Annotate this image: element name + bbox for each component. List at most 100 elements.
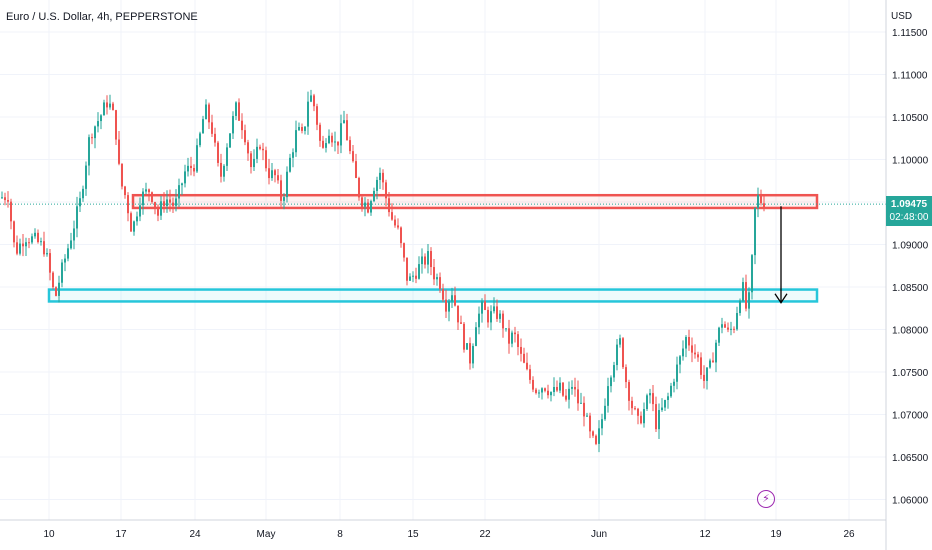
candle-body [445, 299, 447, 312]
candle-body [544, 388, 546, 391]
candle-body [280, 180, 282, 201]
candle-body [511, 332, 513, 344]
candle-body [625, 367, 627, 383]
candle-body [1, 197, 3, 199]
candle-body [694, 352, 696, 355]
candle-body [118, 139, 120, 164]
candle-body [412, 275, 414, 277]
candle-body [217, 142, 219, 163]
candle-body [61, 262, 63, 283]
candle-body [535, 389, 537, 393]
candle-body [532, 379, 534, 390]
candle-body [424, 256, 426, 265]
candle-body [475, 327, 477, 346]
candle-body [76, 206, 78, 229]
candle-body [427, 251, 429, 265]
candle-body [355, 161, 357, 178]
candle-body [664, 399, 666, 408]
candle-body [442, 288, 444, 300]
candle-body [43, 241, 45, 255]
candle-body [328, 135, 330, 144]
candle-body [247, 142, 249, 154]
candle-body [508, 328, 510, 344]
candle-body [655, 404, 657, 430]
candle-body [487, 309, 489, 323]
candle-body [100, 115, 102, 122]
x-tick-label: 15 [407, 529, 419, 540]
candle-body [232, 115, 234, 134]
candle-body [190, 165, 192, 169]
candle-body [160, 201, 162, 216]
y-tick-label: 1.07500 [892, 368, 929, 379]
candle-body [79, 198, 81, 207]
candle-body [103, 102, 105, 116]
candle-body [583, 402, 585, 417]
candle-body [91, 137, 93, 139]
candle-body [574, 386, 576, 390]
candle-body [298, 127, 300, 131]
candle-body [415, 275, 417, 279]
candle-body [724, 324, 726, 328]
candle-body [484, 301, 486, 310]
candle-body [493, 306, 495, 312]
candle-body [361, 197, 363, 207]
candle-body [244, 130, 246, 143]
candle-body [403, 243, 405, 258]
candle-body [97, 121, 99, 127]
candle-body [439, 277, 441, 289]
candle-body [178, 185, 180, 199]
x-tick-label: 19 [770, 529, 782, 540]
candle-body [727, 327, 729, 330]
candle-body [712, 360, 714, 363]
candle-body [70, 240, 72, 249]
candle-body [706, 367, 708, 381]
candle-body [115, 110, 117, 140]
symbol-title[interactable]: Euro / U.S. Dollar, 4h, PEPPERSTONE [6, 11, 198, 23]
last-price: 1.09475 [890, 199, 928, 211]
candle-body [343, 120, 345, 124]
candle-body [688, 336, 690, 346]
candle-body [175, 198, 177, 206]
candle-body [604, 405, 606, 420]
candle-body [691, 345, 693, 353]
candle-body [466, 343, 468, 350]
candle-body [514, 332, 516, 335]
candle-body [7, 200, 9, 202]
lightning-icon[interactable]: ⚡ [757, 490, 775, 508]
candle-body [334, 141, 336, 143]
candle-body [556, 386, 558, 391]
candle-body [127, 195, 129, 214]
candle-body [379, 172, 381, 180]
candle-body [637, 408, 639, 416]
candle-body [538, 392, 540, 394]
candle-body [199, 133, 201, 146]
candle-body [730, 328, 732, 330]
candle-body [643, 409, 645, 424]
candle-body [391, 212, 393, 220]
candle-body [739, 300, 741, 314]
candle-body [367, 202, 369, 213]
candle-body [760, 194, 762, 204]
candle-body [292, 152, 294, 158]
candle-body [358, 177, 360, 198]
candle-body [481, 301, 483, 314]
candle-body [307, 101, 309, 127]
candle-body [16, 242, 18, 254]
candle-body [163, 201, 165, 206]
candle-body [58, 282, 60, 296]
y-tick-label: 1.11000 [892, 71, 928, 82]
candle-body [733, 328, 735, 330]
candle-body [715, 342, 717, 363]
candle-body [703, 374, 705, 381]
candle-body [529, 369, 531, 380]
candle-body [631, 400, 633, 409]
x-tick-label: 22 [479, 529, 491, 540]
candle-body [676, 364, 678, 382]
y-tick-label: 1.06000 [892, 496, 929, 507]
candle-body [598, 428, 600, 444]
candle-body [751, 255, 753, 293]
y-tick-label: 1.10000 [892, 156, 929, 167]
candle-body [64, 258, 66, 263]
